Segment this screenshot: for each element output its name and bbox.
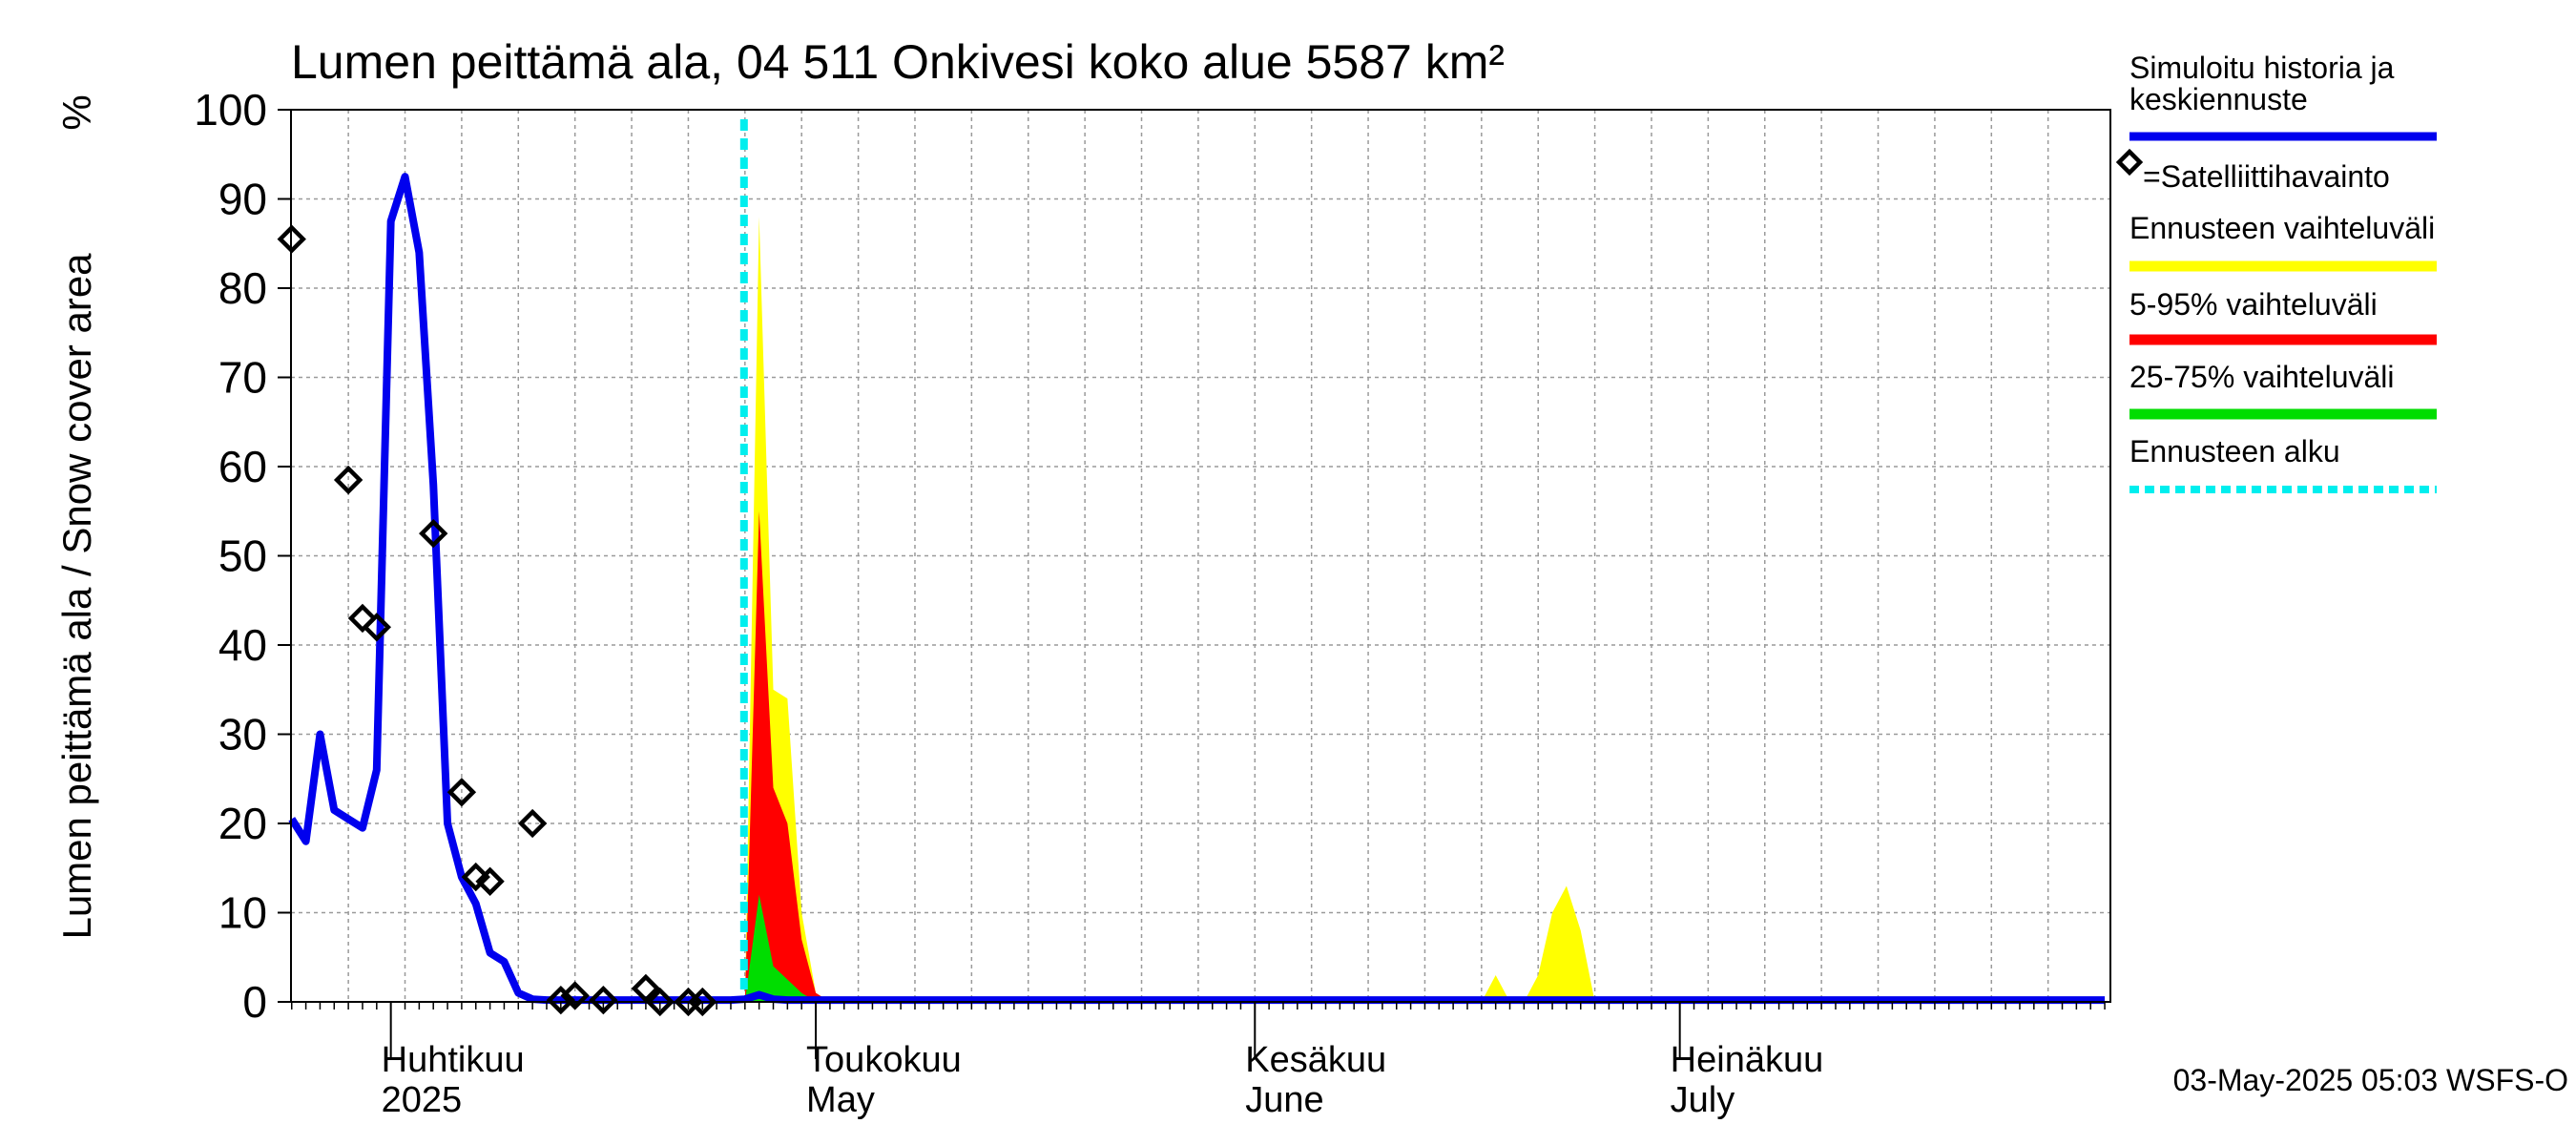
x-month-sublabel: July: [1671, 1080, 1735, 1120]
y-tick-label: 90: [218, 175, 267, 224]
y-tick-label: 70: [218, 353, 267, 403]
legend-label: 5-95% vaihteluväli: [2129, 287, 2378, 322]
legend-swatch-satellite: [2115, 148, 2144, 177]
y-axis-unit: %: [54, 94, 99, 130]
satellite-point: [688, 987, 717, 1017]
legend-label: keskiennuste: [2129, 82, 2308, 116]
band-5-95: [744, 510, 830, 1002]
satellite-point: [517, 808, 548, 839]
band-25-75: [744, 894, 817, 1002]
satellite-point: [475, 866, 505, 896]
y-tick-label: 80: [218, 263, 267, 313]
x-month-label: Huhtikuu: [382, 1040, 525, 1080]
y-tick-label: 50: [218, 531, 267, 581]
satellite-point: [419, 518, 448, 549]
satellite-point: [589, 985, 618, 1015]
legend-label: Ennusteen alku: [2129, 434, 2340, 468]
timestamp-footer: 03-May-2025 05:03 WSFS-O: [2173, 1063, 2568, 1097]
chart-title: Lumen peittämä ala, 04 511 Onkivesi koko…: [291, 35, 1505, 89]
x-month-sublabel: May: [806, 1080, 875, 1120]
legend-label: =Satelliittihavainto: [2143, 159, 2390, 194]
x-month-label: Toukokuu: [806, 1040, 962, 1080]
satellite-point: [333, 465, 364, 495]
y-axis-label: Lumen peittämä ala / Snow cover area: [54, 253, 99, 940]
satellite-point: [447, 778, 477, 807]
legend-label: Simuloitu historia ja: [2129, 51, 2395, 85]
x-month-label: Heinäkuu: [1671, 1040, 1824, 1080]
y-tick-label: 100: [194, 85, 267, 135]
y-tick-label: 20: [218, 799, 267, 848]
x-month-sublabel: June: [1245, 1080, 1323, 1120]
satellite-point: [362, 613, 392, 642]
satellite-point: [347, 603, 378, 634]
legend-label: 25-75% vaihteluväli: [2129, 360, 2395, 394]
legend-label: Ennusteen vaihteluväli: [2129, 211, 2435, 245]
satellite-point: [645, 987, 675, 1017]
y-tick-label: 60: [218, 442, 267, 491]
y-tick-label: 10: [218, 888, 267, 938]
x-month-sublabel: 2025: [382, 1080, 463, 1120]
satellite-point: [546, 985, 576, 1015]
satellite-point: [461, 862, 490, 892]
forecast-bands: [744, 217, 1610, 1002]
y-tick-label: 40: [218, 620, 267, 670]
y-tick-label: 0: [242, 977, 267, 1027]
x-month-label: Kesäkuu: [1245, 1040, 1386, 1080]
y-tick-label: 30: [218, 710, 267, 760]
satellite-point: [631, 973, 661, 1004]
